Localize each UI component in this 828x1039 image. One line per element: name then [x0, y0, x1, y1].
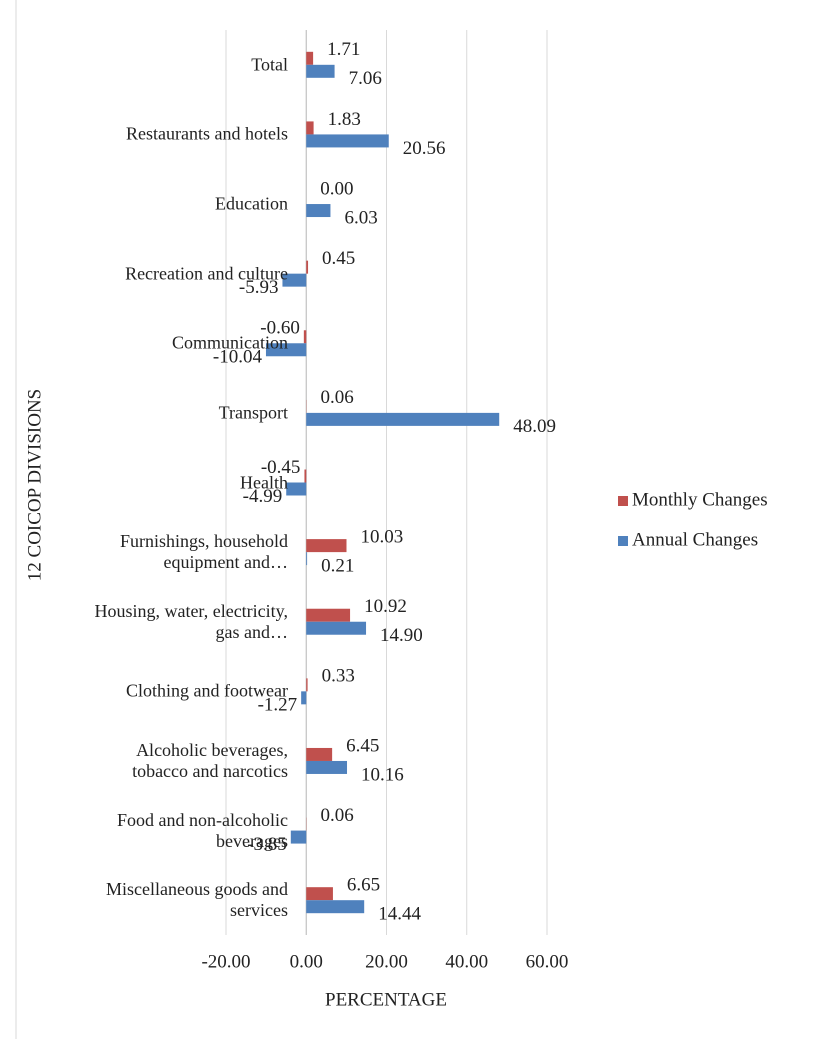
bar: [306, 121, 314, 135]
bar: [306, 887, 333, 901]
bar: [303, 330, 307, 344]
x-tick-label: 60.00: [526, 951, 569, 972]
bar: [306, 260, 309, 274]
bar: [306, 621, 367, 635]
bar: [306, 412, 500, 426]
bar: [301, 691, 307, 705]
value-label: 0.21: [321, 555, 354, 576]
y-tick-label: Furnishings, household equipment and…: [119, 531, 288, 573]
bar: [306, 539, 347, 553]
bar: [286, 482, 307, 496]
bar: [306, 552, 308, 566]
value-label: 10.16: [361, 764, 404, 785]
bar: [306, 678, 308, 692]
value-label: 6.45: [346, 735, 379, 756]
value-label: 0.06: [320, 805, 353, 826]
value-label: -3.85: [247, 834, 287, 855]
bar: [306, 51, 314, 65]
bar: [265, 343, 307, 357]
y-tick-label: Education: [215, 193, 288, 214]
x-tick-label: -20.00: [201, 951, 250, 972]
bar: [306, 900, 365, 914]
value-label: 0.06: [320, 387, 353, 408]
y-tick-label: Alcoholic beverages, tobacco and narcoti…: [132, 739, 288, 781]
legend-swatch: [618, 496, 628, 506]
x-tick-label: 40.00: [445, 951, 488, 972]
value-label: 10.03: [360, 526, 403, 547]
y-tick-label: Miscellaneous goods and services: [106, 879, 288, 921]
y-tick-label: Health: [240, 472, 288, 492]
value-label: -0.45: [261, 457, 301, 478]
value-label: 6.03: [344, 207, 377, 228]
value-label: 1.83: [328, 109, 361, 130]
x-tick-label: 20.00: [365, 951, 408, 972]
legend-label: Monthly Changes: [632, 489, 768, 510]
value-label: 1.71: [327, 39, 360, 60]
value-label: 0.45: [322, 248, 355, 269]
x-axis-title: PERCENTAGE: [325, 989, 447, 1010]
y-axis-title: 12 COICOP DIVISIONS: [24, 389, 45, 581]
bar: [306, 608, 351, 622]
y-tick-label: Total: [251, 54, 288, 75]
bar: [290, 830, 307, 844]
y-tick-label: Restaurants and hotels: [126, 123, 288, 144]
value-label: 48.09: [513, 416, 556, 437]
value-label: 7.06: [349, 68, 382, 89]
legend-label: Annual Changes: [632, 529, 758, 550]
bar: [306, 134, 389, 148]
y-tick-label: Clothing and footwear: [126, 680, 288, 701]
bar: [306, 747, 333, 761]
value-label: 6.65: [347, 875, 380, 896]
value-label: 0.33: [322, 666, 355, 687]
value-label: -4.99: [243, 486, 283, 507]
legend-swatch: [618, 536, 628, 546]
value-label: 20.56: [403, 138, 446, 159]
x-tick-label: 0.00: [290, 951, 323, 972]
value-label: -0.60: [260, 318, 300, 339]
bar: [306, 760, 348, 774]
value-label: -1.27: [258, 695, 298, 716]
value-label: -5.93: [239, 277, 279, 298]
bar: [304, 469, 307, 483]
y-tick-label: Communication: [172, 332, 288, 353]
value-label: 10.92: [364, 596, 407, 617]
y-tick-label: Housing, water, electricity, gas and…: [94, 600, 288, 642]
value-label: 14.44: [378, 904, 421, 925]
y-tick-label: Recreation and culture: [125, 263, 288, 284]
bar: [306, 204, 331, 218]
y-tick-label: Food and non-alcoholic beverages: [117, 809, 288, 851]
y-tick-label: Transport: [218, 402, 288, 423]
value-label: 14.90: [380, 625, 423, 646]
value-label: 0.00: [320, 178, 353, 199]
value-label: -10.04: [213, 347, 263, 368]
bar: [306, 64, 335, 78]
bar: [282, 273, 307, 287]
